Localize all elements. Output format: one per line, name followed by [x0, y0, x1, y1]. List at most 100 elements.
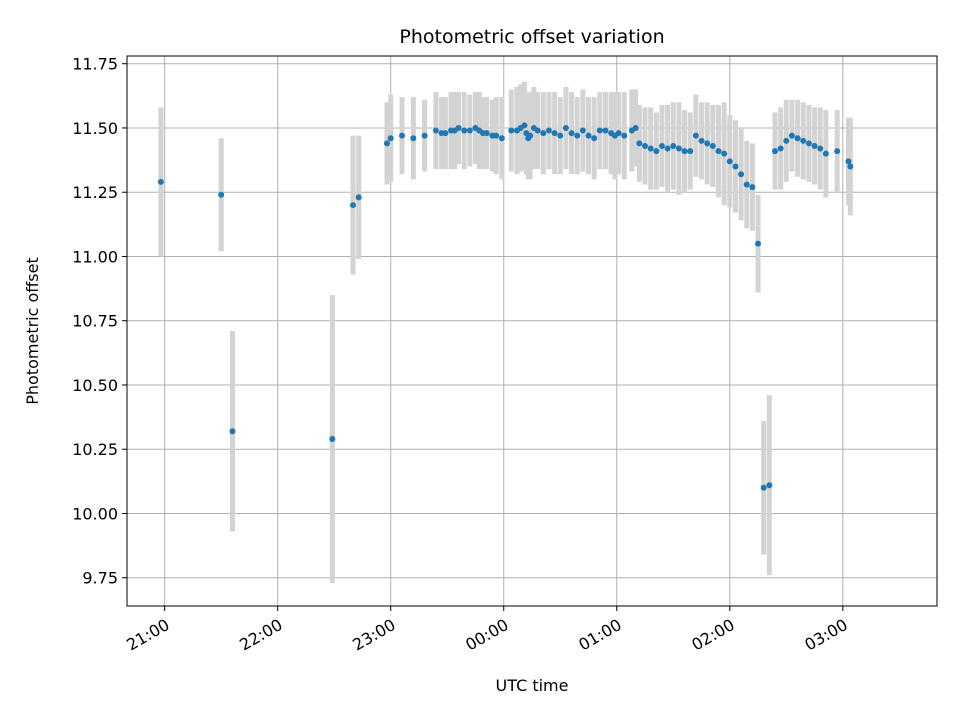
data-point: [508, 127, 515, 134]
y-tick-label: 10.50: [72, 376, 118, 395]
data-point: [596, 127, 603, 134]
data-point: [805, 140, 812, 147]
data-point: [355, 194, 362, 201]
data-point: [811, 142, 818, 149]
y-tick-label: 11.50: [72, 119, 118, 138]
x-tick-label: 01:00: [575, 615, 624, 655]
data-point: [709, 142, 716, 149]
y-tick-label: 11.00: [72, 247, 118, 266]
data-point: [621, 132, 628, 139]
data-point: [545, 127, 552, 134]
data-point: [466, 127, 473, 134]
chart-title: Photometric offset variation: [399, 26, 664, 48]
data-point: [602, 127, 609, 134]
data-point: [493, 132, 500, 139]
data-point: [461, 127, 468, 134]
data-point: [157, 178, 164, 185]
data-point: [483, 130, 490, 137]
data-point: [642, 142, 649, 149]
data-point: [766, 482, 773, 489]
x-tick-label: 22:00: [236, 615, 285, 655]
data-point: [726, 158, 733, 165]
y-axis: 9.75 10.00 10.25 10.50 10.75 11.00 11.25 11.50 1…: [72, 55, 127, 588]
data-point: [721, 150, 728, 157]
data-point: [636, 140, 643, 147]
data-point: [653, 148, 660, 155]
data-point: [647, 145, 654, 152]
data-point: [777, 145, 784, 152]
data-point: [421, 132, 428, 139]
data-point: [218, 191, 225, 198]
data-point: [579, 127, 586, 134]
y-tick-label: 11.75: [72, 55, 118, 74]
data-point: [743, 181, 750, 188]
data-point: [350, 202, 357, 209]
data-point: [817, 145, 824, 152]
data-point: [749, 184, 756, 191]
data-point: [432, 127, 439, 134]
y-tick-label: 11.25: [72, 183, 118, 202]
x-tick-label: 23:00: [349, 615, 398, 655]
data-point: [568, 130, 575, 137]
data-point: [664, 145, 671, 152]
data-point: [557, 132, 564, 139]
data-point: [534, 127, 541, 134]
data-point: [704, 140, 711, 147]
data-point: [585, 132, 592, 139]
data-point: [845, 158, 852, 165]
data-point: [540, 130, 547, 137]
y-tick-label: 9.75: [82, 569, 118, 588]
data-point: [755, 240, 762, 247]
data-point: [681, 148, 688, 155]
data-point: [800, 137, 807, 144]
data-point: [562, 124, 569, 131]
data-point: [847, 163, 854, 170]
data-point: [574, 132, 581, 139]
data-point: [591, 135, 598, 142]
y-axis-label: Photometric offset: [23, 257, 42, 405]
data-point: [772, 148, 778, 155]
data-point: [632, 124, 639, 131]
data-point: [229, 428, 236, 435]
data-point: [732, 163, 739, 170]
data-point: [788, 132, 795, 139]
error-bars: [158, 81, 853, 583]
x-tick-label: 03:00: [801, 615, 850, 655]
x-tick-label: 21:00: [123, 615, 172, 655]
data-point: [399, 132, 406, 139]
y-tick-label: 10.00: [72, 504, 118, 523]
data-point: [387, 135, 394, 142]
data-point: [442, 130, 449, 137]
data-point: [715, 148, 722, 155]
data-point: [760, 484, 767, 491]
x-axis-label: UTC time: [496, 676, 569, 695]
data-point: [783, 137, 790, 144]
data-point: [455, 124, 462, 131]
data-point: [527, 132, 534, 139]
data-point: [498, 135, 505, 142]
plot-frame: [126, 55, 938, 607]
data-point: [822, 150, 829, 157]
data-point: [410, 135, 417, 142]
data-point: [834, 148, 841, 155]
data-points: [157, 122, 854, 491]
data-point: [698, 137, 705, 144]
data-point: [521, 122, 528, 129]
data-point: [615, 130, 622, 137]
data-point: [738, 171, 745, 178]
x-tick-label: 02:00: [688, 615, 737, 655]
y-tick-label: 10.25: [72, 440, 118, 459]
data-point: [329, 435, 336, 442]
data-point: [670, 142, 677, 149]
data-point: [687, 148, 694, 155]
x-axis: 21:00 22:00 23:00 00:00 01:00 02:00 03:00: [123, 606, 851, 655]
data-point: [692, 132, 699, 139]
data-point: [794, 135, 801, 142]
data-point: [551, 130, 558, 137]
x-tick-label: 00:00: [462, 615, 511, 655]
data-point: [383, 140, 390, 147]
data-point: [675, 145, 682, 152]
data-point: [658, 142, 665, 149]
y-tick-label: 10.75: [72, 312, 118, 331]
